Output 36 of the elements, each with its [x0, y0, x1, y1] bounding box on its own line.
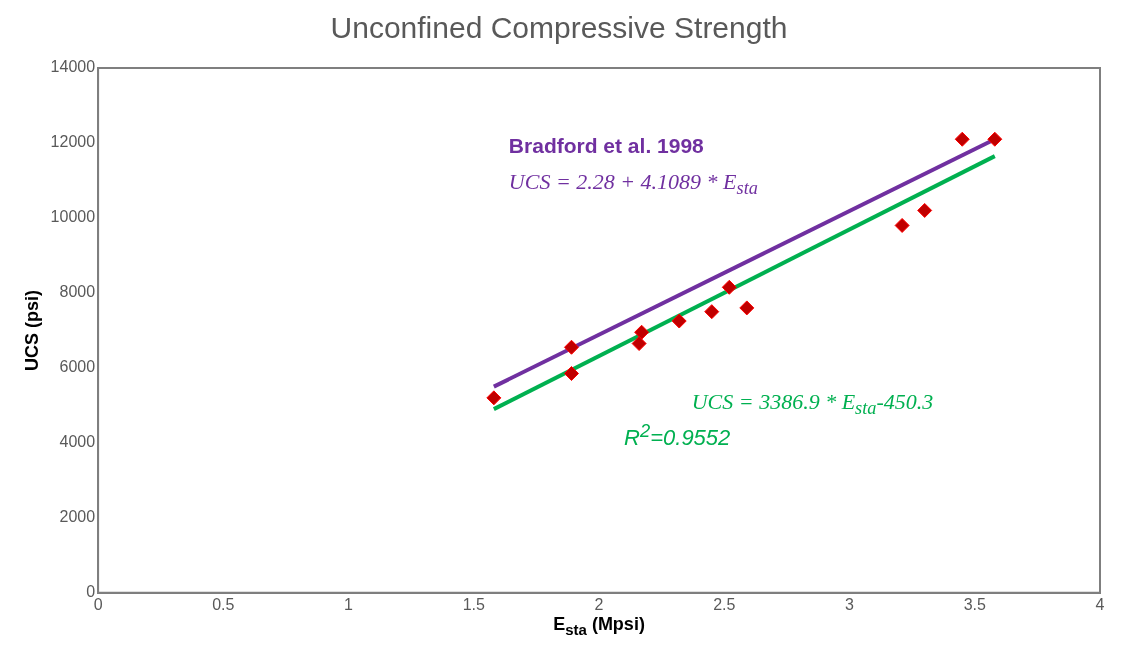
x-tick-label: 1 — [344, 595, 354, 613]
y-tick-label: 4000 — [59, 433, 96, 451]
point — [631, 336, 647, 352]
y-axis-title: UCS (psi) — [21, 289, 42, 371]
annotation: Bradford et al. 1998 — [508, 133, 704, 158]
point — [917, 202, 933, 218]
x-tick-label: 1.5 — [462, 595, 486, 613]
y-tick-label: 12000 — [50, 133, 96, 151]
y-tick-label: 8000 — [59, 283, 96, 301]
point — [704, 304, 720, 320]
x-tick-label: 0.5 — [212, 595, 235, 613]
point — [563, 366, 579, 382]
annotation: UCS = 2.28 + 4.1089 * E$_{sta}$ — [508, 169, 758, 200]
y-tick-label: 10000 — [50, 208, 96, 226]
x-tick-label: 4 — [1095, 595, 1105, 613]
y-tick-label: 14000 — [50, 58, 96, 76]
chart-title: Unconfined Compressive Strength — [330, 11, 788, 45]
x-tick-label: 2.5 — [713, 595, 736, 613]
y-tick-label: 6000 — [59, 358, 96, 376]
annotation: UCS = 3386.9 * E$_{sta}$-450.3 — [691, 388, 934, 419]
annotation: R$^{2}$=0.9552 — [624, 420, 731, 452]
x-tick-label: 2 — [594, 595, 604, 613]
point — [563, 339, 579, 355]
point — [721, 279, 737, 295]
point — [486, 390, 502, 406]
y-tick-label: 2000 — [59, 508, 96, 526]
x-axis-title: E$_{sta}$ (Mpsi) — [553, 614, 645, 638]
x-tick-label: 3.5 — [963, 595, 986, 613]
x-tick-label: 3 — [845, 595, 855, 613]
point — [634, 324, 650, 340]
point — [739, 300, 755, 316]
point — [894, 217, 910, 233]
point — [671, 313, 687, 329]
point — [954, 131, 970, 147]
y-tick-label: 0 — [86, 583, 96, 601]
point — [987, 131, 1003, 147]
